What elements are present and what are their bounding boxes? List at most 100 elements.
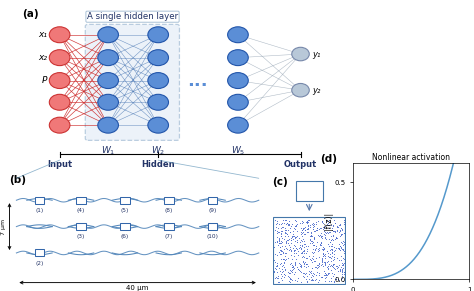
Point: [323, 260, 331, 264]
Point: [285, 236, 293, 241]
Point: [320, 229, 328, 233]
Point: [315, 233, 323, 238]
Point: [301, 228, 309, 232]
Point: [315, 278, 322, 283]
Point: [309, 265, 316, 270]
Point: [320, 246, 328, 250]
Point: [296, 221, 303, 226]
Point: [283, 221, 291, 226]
Point: [313, 228, 321, 232]
Point: [306, 270, 314, 274]
Point: [337, 245, 345, 250]
Point: [291, 223, 299, 228]
Point: [324, 265, 332, 270]
Point: [313, 225, 320, 230]
Point: [321, 271, 328, 275]
Point: [326, 271, 333, 275]
Point: [328, 278, 335, 283]
Point: [328, 236, 336, 241]
Point: [307, 233, 315, 237]
Point: [273, 269, 281, 274]
Point: [276, 247, 284, 252]
Point: [291, 218, 299, 223]
Point: [313, 270, 321, 274]
Point: [321, 261, 328, 266]
Point: [323, 230, 330, 235]
Point: [277, 230, 285, 235]
Point: [273, 219, 281, 223]
Point: [304, 221, 311, 225]
Point: [337, 233, 344, 238]
Point: [340, 242, 348, 246]
Point: [322, 272, 330, 276]
Point: [299, 259, 307, 264]
Point: [310, 221, 317, 226]
Point: [273, 228, 281, 233]
Point: [310, 272, 318, 276]
Point: [310, 243, 318, 247]
Point: [284, 270, 292, 275]
Point: [277, 248, 285, 253]
Point: [292, 261, 299, 266]
Circle shape: [49, 117, 70, 133]
Point: [312, 273, 319, 278]
Point: [317, 274, 325, 279]
Point: [291, 244, 299, 248]
Point: [327, 263, 335, 267]
Point: [329, 237, 337, 242]
Point: [330, 254, 337, 259]
Point: [275, 280, 283, 284]
Point: [303, 226, 311, 231]
Point: [307, 234, 315, 238]
Point: [290, 242, 298, 247]
Point: [321, 236, 328, 241]
Point: [303, 280, 310, 285]
Point: [296, 240, 303, 244]
Point: [307, 257, 314, 261]
Point: [332, 235, 340, 240]
Point: [332, 236, 339, 241]
Point: [277, 232, 285, 237]
Point: [285, 279, 293, 284]
Point: [307, 224, 314, 229]
Point: [315, 263, 323, 268]
Point: [317, 242, 324, 247]
Point: [287, 237, 294, 242]
Point: [299, 251, 306, 255]
Point: [317, 241, 325, 246]
Text: 40 μm: 40 μm: [127, 285, 149, 291]
Circle shape: [228, 94, 248, 110]
Point: [320, 272, 328, 277]
Point: [283, 221, 291, 225]
Point: [302, 261, 310, 266]
Point: [322, 275, 329, 280]
Bar: [35, 249, 45, 256]
Point: [339, 263, 346, 268]
Point: [278, 225, 285, 230]
Bar: [164, 197, 173, 204]
Point: [302, 220, 310, 224]
Circle shape: [148, 94, 168, 110]
Point: [292, 250, 300, 255]
Point: [293, 240, 301, 245]
Point: [273, 234, 281, 239]
Point: [335, 269, 342, 274]
Text: (7): (7): [164, 234, 173, 239]
Point: [281, 261, 288, 265]
Point: [321, 278, 328, 283]
Point: [319, 221, 327, 226]
Point: [327, 223, 335, 227]
Point: [307, 238, 315, 243]
Point: [317, 242, 325, 247]
Point: [291, 236, 299, 241]
Point: [273, 238, 281, 243]
Point: [325, 218, 332, 223]
Point: [309, 256, 317, 261]
Point: [282, 240, 290, 245]
Text: (d): (d): [320, 154, 337, 164]
Point: [300, 245, 308, 249]
Point: [290, 237, 297, 241]
Bar: [120, 223, 130, 230]
Point: [327, 251, 334, 256]
Point: [327, 244, 334, 248]
